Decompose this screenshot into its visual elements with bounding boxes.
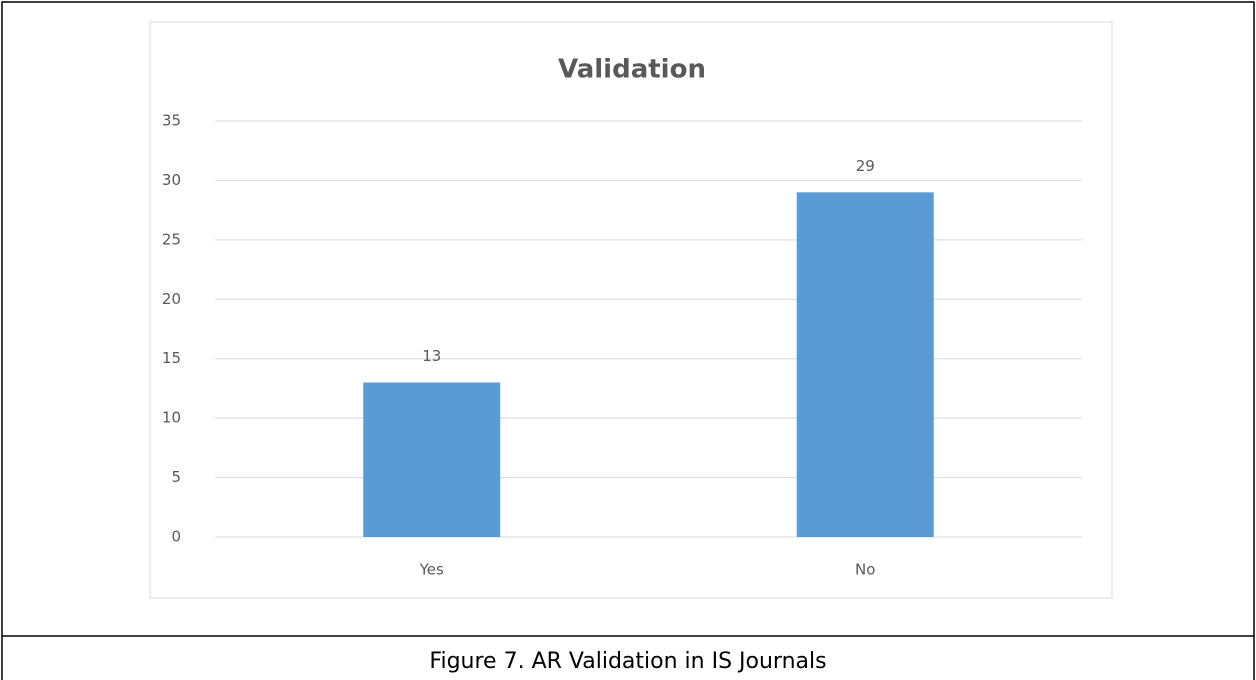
- y-tick-label: 20: [162, 290, 181, 308]
- x-tick-label: No: [855, 561, 875, 579]
- y-tick-label: 5: [171, 468, 181, 486]
- y-tick-label: 15: [162, 349, 181, 367]
- bar: [363, 382, 501, 537]
- chart-title: Validation: [558, 55, 706, 85]
- y-tick-label: 25: [162, 230, 181, 248]
- bar: [796, 192, 934, 538]
- y-tick-label: 10: [162, 409, 181, 427]
- data-label: 13: [422, 347, 441, 365]
- caption: Figure 7. AR Validation in IS Journals: [429, 649, 826, 674]
- x-tick-label: Yes: [419, 561, 444, 579]
- data-label: 29: [856, 157, 875, 175]
- y-tick-label: 0: [171, 528, 181, 546]
- chart-frame: [149, 21, 1113, 599]
- y-tick-label: 35: [162, 112, 181, 130]
- y-tick-label: 30: [162, 171, 181, 189]
